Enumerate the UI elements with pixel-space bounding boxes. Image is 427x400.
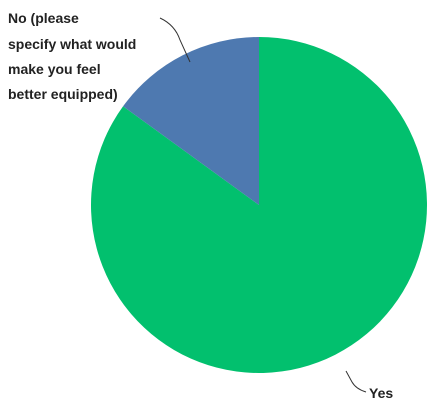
yes-slice-label: Yes bbox=[369, 385, 393, 400]
no-label-line-3: make you feel bbox=[8, 61, 101, 77]
no-slice-leader-line bbox=[159, 17, 191, 63]
pie-slice-no bbox=[123, 37, 259, 205]
no-label-line-4: better equipped) bbox=[8, 86, 118, 102]
no-label-line-1: No (please bbox=[8, 10, 79, 26]
no-label-line-2: specify what would bbox=[8, 36, 136, 52]
no-slice-label: No (please specify what would make you f… bbox=[8, 10, 140, 102]
pie-slices bbox=[91, 37, 427, 373]
yes-slice-leader-line bbox=[345, 370, 367, 393]
